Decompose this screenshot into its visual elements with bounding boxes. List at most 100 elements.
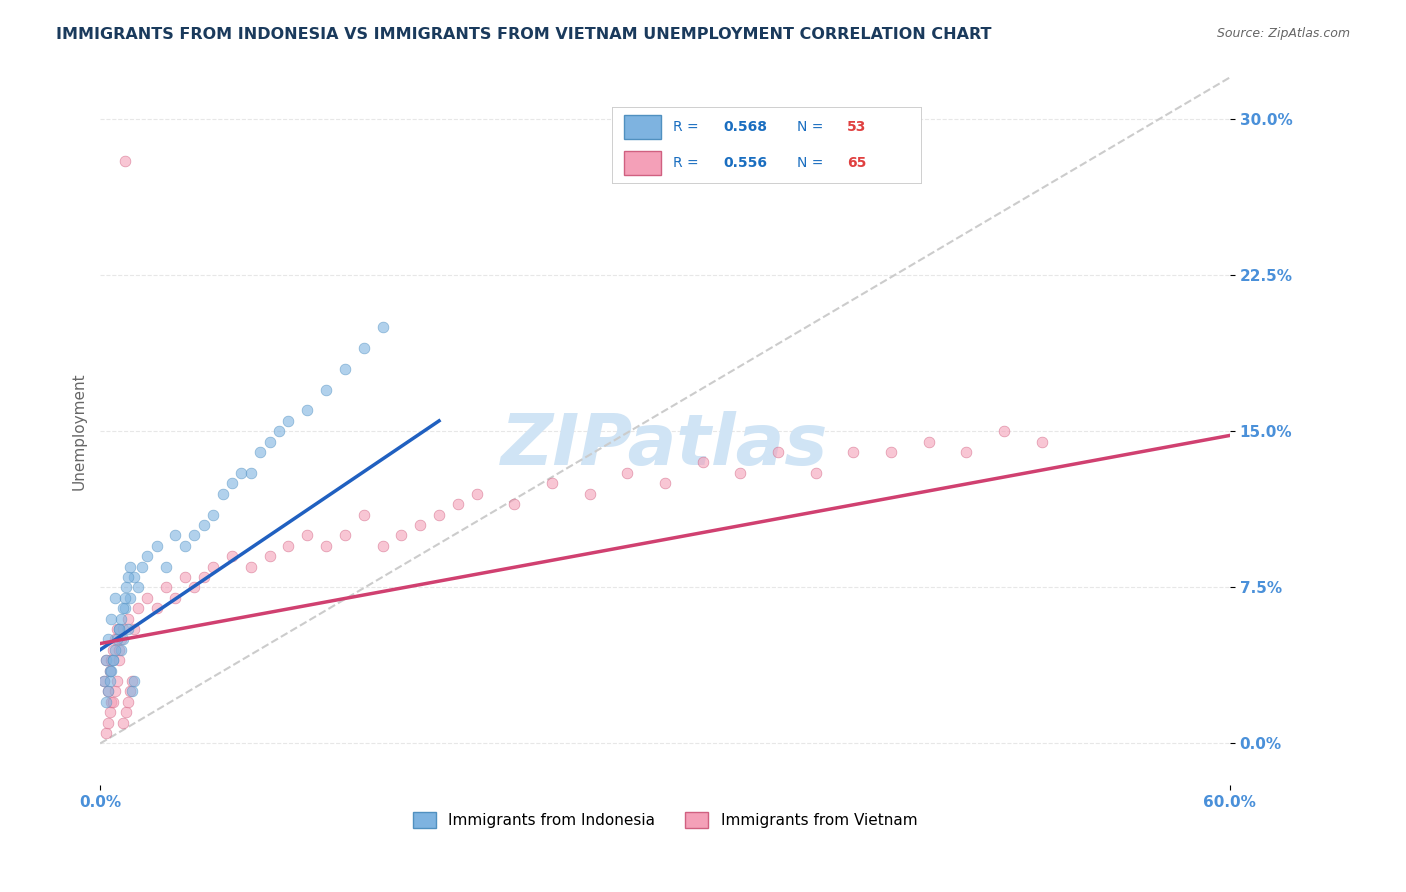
Point [108, 653, 131, 667]
Point [121, 684, 143, 698]
Point [447, 497, 470, 511]
Point [239, 466, 262, 480]
Point [315, 383, 337, 397]
Point [173, 539, 195, 553]
Point [111, 601, 134, 615]
Point [155, 580, 177, 594]
Point [115, 580, 138, 594]
Point [117, 622, 139, 636]
Legend: Immigrants from Indonesia, Immigrants from Vietnam: Immigrants from Indonesia, Immigrants fr… [406, 805, 924, 834]
Point [277, 539, 299, 553]
Point [842, 445, 865, 459]
Point [94, 653, 117, 667]
Point [103, 642, 125, 657]
Point [103, 653, 125, 667]
Point [221, 476, 243, 491]
Point [297, 403, 319, 417]
Point [465, 486, 488, 500]
Point [93, 673, 115, 688]
Point [93, 673, 115, 688]
Point [503, 497, 526, 511]
Text: 53: 53 [846, 120, 866, 134]
Point [315, 539, 337, 553]
Point [155, 559, 177, 574]
Point [110, 632, 132, 647]
Point [108, 622, 131, 636]
Point [100, 695, 122, 709]
Point [104, 642, 127, 657]
Point [353, 341, 375, 355]
Point [804, 466, 827, 480]
Text: 65: 65 [846, 156, 866, 170]
Point [409, 517, 432, 532]
Point [98, 664, 121, 678]
Point [97, 715, 120, 730]
Point [221, 549, 243, 563]
Point [114, 591, 136, 605]
Point [110, 611, 132, 625]
Point [103, 653, 125, 667]
Point [104, 591, 127, 605]
Text: R =: R = [673, 156, 703, 170]
Text: ZIPatlas: ZIPatlas [502, 411, 828, 480]
Point [127, 580, 149, 594]
Point [104, 632, 127, 647]
Point [131, 559, 153, 574]
Point [105, 632, 128, 647]
Point [105, 673, 128, 688]
Point [127, 601, 149, 615]
Point [183, 580, 205, 594]
Point [115, 705, 138, 719]
Point [993, 424, 1015, 438]
Point [98, 664, 121, 678]
Point [259, 434, 281, 449]
Text: Source: ZipAtlas.com: Source: ZipAtlas.com [1216, 27, 1350, 40]
Point [122, 622, 145, 636]
Point [145, 539, 167, 553]
Point [114, 153, 136, 168]
Point [616, 466, 638, 480]
Y-axis label: Unemployment: Unemployment [72, 373, 86, 490]
Point [117, 695, 139, 709]
Point [333, 361, 356, 376]
Point [165, 591, 187, 605]
Point [541, 476, 564, 491]
Point [136, 591, 159, 605]
Point [111, 632, 134, 647]
Point [145, 601, 167, 615]
Point [173, 570, 195, 584]
Point [108, 622, 131, 636]
Point [955, 445, 977, 459]
Point [100, 611, 122, 625]
Point [110, 642, 132, 657]
Point [371, 320, 394, 334]
Point [193, 570, 215, 584]
Point [1031, 434, 1053, 449]
Point [917, 434, 939, 449]
Point [202, 508, 225, 522]
Point [97, 684, 120, 698]
Point [122, 570, 145, 584]
Point [98, 705, 121, 719]
FancyBboxPatch shape [624, 114, 661, 139]
Point [120, 591, 142, 605]
Text: N =: N = [797, 120, 828, 134]
Text: R =: R = [673, 120, 703, 134]
Point [136, 549, 159, 563]
Point [104, 684, 127, 698]
Point [333, 528, 356, 542]
Point [692, 455, 714, 469]
Point [297, 528, 319, 542]
Text: N =: N = [797, 156, 828, 170]
Text: 0.568: 0.568 [723, 120, 766, 134]
Text: 0.556: 0.556 [723, 156, 766, 170]
Point [94, 695, 117, 709]
Point [117, 611, 139, 625]
Point [193, 517, 215, 532]
Point [165, 528, 187, 542]
Point [120, 559, 142, 574]
Point [578, 486, 600, 500]
Point [267, 424, 290, 438]
Point [427, 508, 450, 522]
Point [211, 486, 233, 500]
